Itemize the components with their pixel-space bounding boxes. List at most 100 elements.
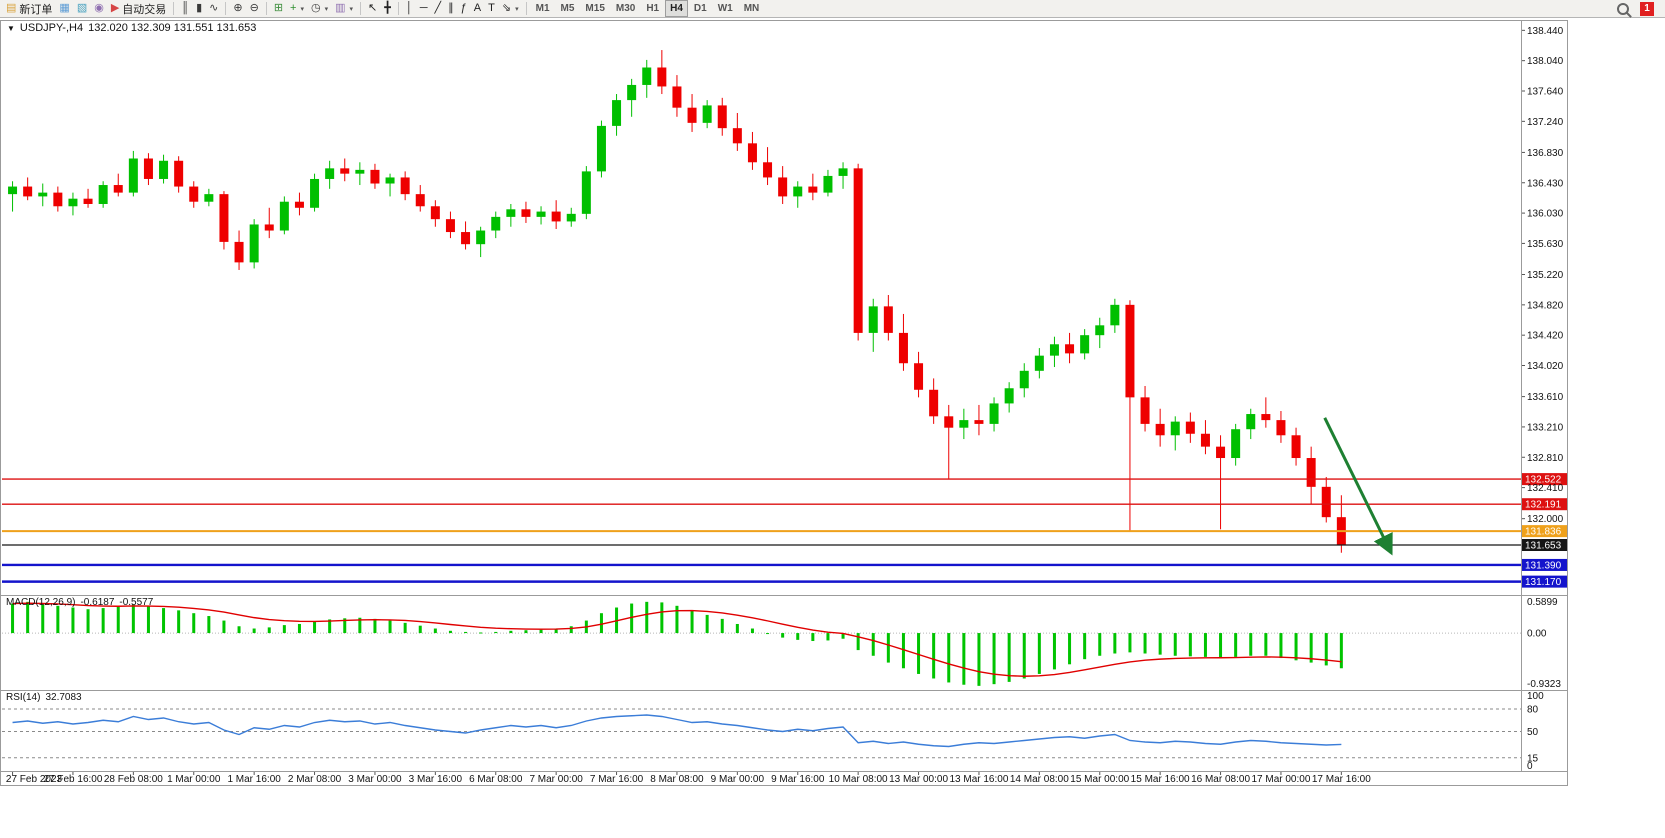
alert-badge[interactable]: 1	[1640, 1, 1654, 16]
macd-axis-label: 0.5899	[1527, 597, 1558, 608]
equidistant-channel-button[interactable]: ∥	[445, 1, 457, 17]
macd-histogram-bar	[418, 625, 422, 634]
candle-body	[1049, 344, 1059, 356]
date-label: 16 Mar 08:00	[1191, 774, 1250, 785]
auto-trading-label: 自动交易	[122, 3, 167, 16]
timeframe-m30[interactable]: M30	[615, 3, 636, 14]
date-label: 7 Mar 00:00	[529, 774, 583, 785]
periods-button[interactable]: ◷ ▾	[308, 1, 331, 17]
chart-window-button[interactable]: ▦	[56, 1, 72, 17]
candle-body	[325, 168, 335, 179]
chevron-down-icon: ▾	[324, 5, 329, 13]
line-chart-type-button[interactable]: ∿	[206, 1, 221, 17]
timeframe-w1[interactable]: W1	[717, 3, 733, 14]
text-label-button[interactable]: T	[485, 1, 498, 17]
templates-button[interactable]: ▥ ▾	[332, 1, 356, 17]
candlestick-type-button[interactable]: ▮	[193, 1, 205, 17]
timeframe-m1[interactable]: M1	[535, 3, 550, 14]
horizontal-line-button[interactable]: ─	[417, 1, 431, 17]
macd-axis-label: 0.00	[1527, 629, 1547, 640]
bar-chart-type-button[interactable]: ║	[178, 1, 192, 17]
macd-histogram-bar	[101, 608, 105, 634]
date-label: 8 Mar 08:00	[650, 774, 704, 785]
date-label: 9 Mar 16:00	[771, 774, 825, 785]
candle-body	[1110, 304, 1120, 326]
candle-body	[838, 168, 848, 176]
arrows-button[interactable]: ⇘ ▾	[499, 1, 522, 17]
macd-histogram-bar	[494, 631, 498, 634]
macd-axis-label: -0.9323	[1527, 679, 1561, 690]
macd-histogram-bar	[403, 622, 407, 634]
new-order-button[interactable]: ▤ 新订单	[3, 1, 55, 17]
timeframe-d1[interactable]: D1	[693, 3, 707, 14]
navigator-button[interactable]: ◉	[91, 1, 107, 17]
candle-body	[1261, 414, 1271, 421]
candle-body	[778, 177, 788, 197]
date-label: 17 Mar 16:00	[1312, 774, 1371, 785]
macd-histogram-bar	[917, 633, 921, 674]
price-axis-label: 137.640	[1527, 87, 1564, 98]
macd-histogram-bar	[599, 613, 603, 634]
candle-body	[1140, 397, 1150, 424]
candle-body	[385, 177, 395, 184]
line-chart-type-icon: ∿	[209, 2, 219, 14]
zoom-in-button[interactable]: ⊕	[230, 1, 245, 17]
chart-canvas[interactable]: 132.522 132.191 131.836 131.653 131.390 131.1…	[0, 18, 1665, 793]
trendline-button[interactable]: ╱	[432, 1, 445, 17]
candle-body	[279, 201, 289, 231]
text-button[interactable]: A	[471, 1, 484, 17]
chart-window: 132.522 132.191 131.836 131.653 131.390 131.1…	[0, 18, 1665, 793]
candle-body	[143, 158, 153, 179]
macd-histogram-bar	[675, 605, 679, 634]
timeframe-m5[interactable]: M5	[560, 3, 575, 14]
macd-histogram-bar	[177, 610, 181, 634]
vertical-line-button[interactable]: │	[403, 1, 416, 17]
timeframe-h4[interactable]: H4	[665, 0, 688, 17]
candle-body	[461, 232, 471, 245]
auto-trading-button[interactable]: ▶ 自动交易	[108, 1, 169, 17]
fibonacci-button[interactable]: ƒ	[458, 1, 470, 17]
trend-arrow[interactable]	[1323, 417, 1393, 556]
macd-histogram-bar	[297, 623, 301, 634]
profiles-button[interactable]: ▧	[74, 1, 90, 17]
candle-body	[959, 420, 969, 428]
cursor-button[interactable]: ↖	[365, 1, 380, 17]
macd-histogram-bar	[86, 609, 90, 634]
macd-histogram-bar	[1264, 633, 1268, 656]
candle-body	[159, 160, 169, 179]
crosshair-button[interactable]: ╋	[381, 1, 394, 17]
macd-histogram-bar	[871, 633, 875, 656]
price-tag	[1522, 575, 1567, 588]
candle-body	[1276, 420, 1286, 436]
macd-histogram-bar	[1113, 633, 1117, 654]
timeframe-mn[interactable]: MN	[743, 3, 760, 14]
price-axis-label: 135.630	[1527, 239, 1564, 250]
price-tag	[1522, 498, 1567, 511]
candle-body	[38, 192, 48, 197]
date-label: 27 Feb 16:00	[43, 774, 102, 785]
date-label: 17 Mar 00:00	[1251, 774, 1310, 785]
timeframe-m15[interactable]: M15	[585, 3, 605, 14]
chart-background	[0, 20, 1568, 786]
zoom-out-button[interactable]: ⊖	[247, 1, 262, 17]
candle-body	[793, 186, 803, 197]
zoom-out-icon: ⊖	[249, 2, 259, 14]
macd-histogram-bar	[901, 633, 905, 669]
equidistant-channel-icon: ∥	[448, 2, 454, 14]
candle-body	[189, 186, 199, 202]
indicators-button[interactable]: + ▾	[287, 1, 307, 17]
candle-body	[883, 306, 893, 333]
macd-histogram-bar	[1052, 633, 1056, 670]
horizontal-line-icon: ─	[419, 2, 428, 14]
timeframe-h1[interactable]: H1	[646, 3, 660, 14]
candle-body	[476, 230, 486, 245]
macd-histogram-bar	[131, 604, 135, 634]
rsi-axis-label: 80	[1527, 705, 1539, 716]
date-label: 3 Mar 16:00	[409, 774, 463, 785]
macd-histogram-bar	[1279, 633, 1283, 659]
search-button[interactable]	[1614, 1, 1632, 17]
price-axis-label: 136.830	[1527, 148, 1564, 159]
toolbar-separator	[173, 2, 175, 15]
tile-windows-button[interactable]: ⊞	[271, 1, 286, 17]
price-axis: 138.440 138.040 137.640 137.240 136.830 136.4…	[1522, 26, 1564, 525]
